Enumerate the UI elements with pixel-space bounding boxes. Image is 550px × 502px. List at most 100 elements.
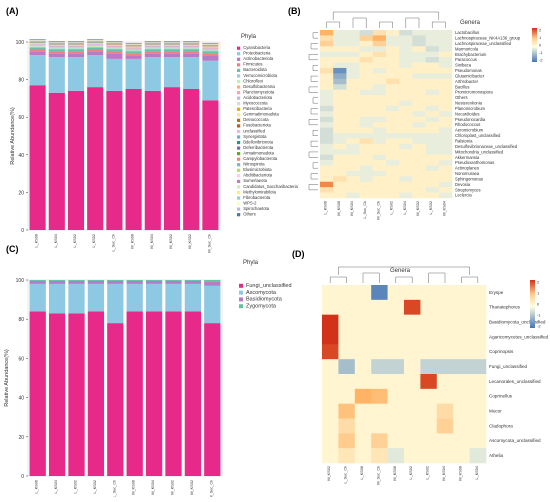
y-tick-label: 20 (18, 435, 24, 441)
heatmap-cell (399, 187, 413, 193)
legend-label-sumerlaeota: Sumerlaeota (243, 178, 267, 183)
heatmap-cell (439, 187, 453, 193)
heatmap-cell (333, 52, 347, 58)
heatmap-cell (320, 133, 334, 139)
heatmap-cell (439, 90, 453, 96)
heatmap-cell (320, 57, 334, 63)
heatmap-cell (346, 176, 360, 182)
heatmap-cell (355, 330, 372, 345)
bar-segment-verrucomicrobiota (164, 49, 180, 50)
heatmap-cell (346, 84, 360, 90)
heatmap-cell (360, 138, 374, 144)
row-label-lecanorales-unclassified: Lecanorales_unclassified (489, 379, 541, 384)
heatmap-cell (399, 41, 413, 47)
heatmap-cell (412, 41, 426, 47)
bar-segment-bacteroidota (126, 51, 142, 53)
legend-swatch-methylomirabilota (237, 191, 240, 194)
heatmap-cell (399, 73, 413, 79)
legend-title: Phyla (241, 34, 257, 40)
y-tick-label: 60 (18, 115, 24, 121)
legend-swatch-campylobacterota (237, 158, 240, 161)
heatmap-cell (439, 193, 453, 199)
bar-segment-ascomycota (49, 284, 65, 313)
heatmap-cell (346, 128, 360, 134)
heatmap-cell (437, 374, 454, 389)
heatmap-cell (355, 300, 372, 315)
row-label-mitochondria-unclassified: Mitochondria_unclassified (455, 149, 504, 154)
bar-segment-planctomycetota (126, 48, 142, 49)
heatmap-cell (355, 344, 372, 359)
panel-label-a: (A) (6, 6, 19, 16)
heatmap-cell (439, 133, 453, 139)
heatmap-cell (412, 187, 426, 193)
bar-segment-bacteroidota (49, 50, 65, 52)
heatmap-cell (333, 182, 347, 188)
bar-segment-bacteroidota (68, 50, 84, 52)
bar-segment-firmicutes (49, 51, 65, 53)
row-dendrogram (309, 33, 318, 190)
heatmap-cell (338, 448, 355, 463)
legend-swatch-bacteroidota (237, 69, 240, 72)
y-tick-label: 80 (18, 317, 24, 323)
heatmap-cell (439, 138, 453, 144)
heatmap-cell (346, 106, 360, 112)
heatmap-cell (386, 187, 400, 193)
legend-label-nitrospirota: Nitrospirota (243, 162, 265, 167)
heatmap-cell (360, 79, 374, 85)
heatmap-cell (360, 84, 374, 90)
heatmap-cell (470, 285, 487, 300)
bar-segment-firmicutes (68, 51, 84, 53)
heatmap-cell (399, 176, 413, 182)
x-tick-label: M_Suc_Ck (207, 234, 211, 253)
heatmap-cell (320, 144, 334, 150)
row-label-promicromonospora: Promicromonospora (455, 90, 493, 95)
heatmap-cell (399, 171, 413, 177)
heatmap-cell (404, 374, 421, 389)
heatmap-cell (355, 315, 372, 330)
heatmap-cell (360, 176, 374, 182)
row-label-coprinellus: Coprinellus (489, 394, 513, 399)
heatmap-cell (346, 57, 360, 63)
heatmap-cell (320, 95, 334, 101)
heatmap-cell (420, 374, 437, 389)
heatmap-cell (412, 79, 426, 85)
heatmap-cell (360, 182, 374, 188)
heatmap-cell (373, 79, 387, 85)
heatmap-cell (437, 344, 454, 359)
heatmap-cell (399, 155, 413, 161)
heatmap-cell (373, 138, 387, 144)
heatmap-cell (333, 73, 347, 79)
heatmap-cell (360, 133, 374, 139)
heatmap-cell (360, 171, 374, 177)
bar-segment-bacteroidota (164, 50, 180, 52)
heatmap-cell (412, 155, 426, 161)
heatmap-cell (346, 155, 360, 161)
bar-segment-desulfobacterota (183, 47, 199, 48)
heatmap-cell (412, 171, 426, 177)
heatmap-cell (420, 359, 437, 374)
heatmap-cell (420, 344, 437, 359)
heatmap-cell (346, 95, 360, 101)
column-label: M_KS04 (442, 201, 446, 216)
heatmap-cell (338, 374, 355, 389)
heatmap-cell (355, 419, 372, 434)
heatmap-cell (320, 171, 334, 177)
heatmap-cell (373, 149, 387, 155)
x-tick-label: M_KS04 (150, 234, 154, 249)
heatmap-cell (333, 63, 347, 69)
heatmap-cell (439, 35, 453, 41)
heatmap-cell (373, 128, 387, 134)
heatmap-cell (399, 117, 413, 123)
heatmap-cell (386, 155, 400, 161)
bar-segment-zygomycota (127, 280, 143, 281)
heatmap-cell (333, 155, 347, 161)
heatmap-genera-bacteria: GeneraLactobacillusLachnospiraceae_NK4A1… (309, 12, 543, 220)
bar-segment-zygomycota (185, 280, 201, 281)
colorbar (530, 280, 535, 328)
heatmap-cell (333, 149, 347, 155)
bar-segment-planctomycetota (49, 47, 65, 48)
bar-segment-acidobacteriota (30, 44, 46, 45)
bar-segment-ascomycota (107, 284, 123, 323)
